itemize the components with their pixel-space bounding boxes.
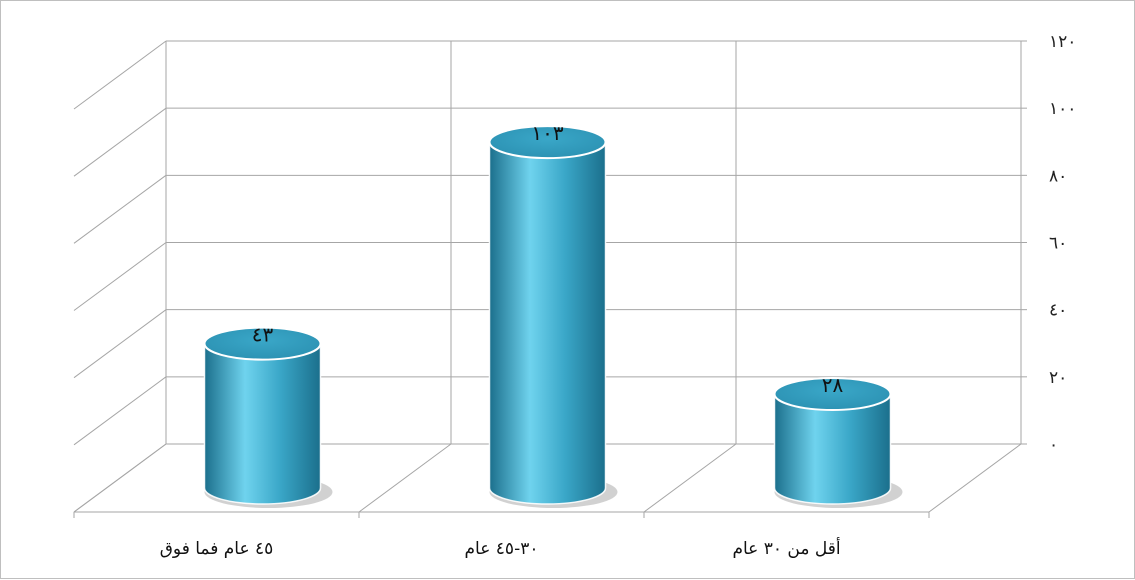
bar-cylinder: ٢٨ bbox=[773, 373, 903, 508]
gridline-side bbox=[73, 40, 167, 110]
gridline-side bbox=[73, 309, 167, 379]
x-axis-labels: ٤٥ عام فما فوق ٣٠-٤٥ عام أقل من ٣٠ عام bbox=[160, 537, 841, 559]
floor-divider bbox=[358, 443, 452, 513]
gridline-side bbox=[73, 174, 167, 244]
bar-body bbox=[489, 142, 606, 504]
bar-cylinder: ١٠٣ bbox=[488, 121, 618, 508]
bar-body bbox=[774, 393, 891, 504]
gridline-side bbox=[73, 242, 167, 311]
gridline-side bbox=[73, 376, 167, 446]
bar-outline bbox=[488, 142, 607, 505]
floor-divider bbox=[928, 443, 1022, 513]
data-label: ٢٨ bbox=[822, 373, 844, 397]
gridline-side bbox=[73, 107, 167, 177]
y-axis-ticks: ٠ ٢٠ ٤٠ ٦٠ ٨٠ ١٠٠ ١٢٠ bbox=[1021, 32, 1076, 455]
category-label: ٤٥ عام فما فوق bbox=[160, 539, 274, 559]
y-tick-label: ٨٠ bbox=[1049, 166, 1067, 186]
y-tick-label: ٤٠ bbox=[1049, 301, 1067, 321]
data-label: ١٠٣ bbox=[531, 121, 563, 145]
category-label: أقل من ٣٠ عام bbox=[732, 537, 840, 559]
bar-body bbox=[204, 343, 321, 504]
floor-divider bbox=[643, 443, 737, 513]
y-tick-label: ٢٠ bbox=[1049, 368, 1067, 388]
category-label: ٣٠-٤٥ عام bbox=[465, 539, 539, 559]
bar-outline bbox=[203, 343, 322, 505]
y-tick-label: ١٢٠ bbox=[1049, 32, 1076, 52]
bars: ٤٣ ١٠٣ ٢٨ bbox=[203, 121, 903, 508]
y-tick-label: ٠ bbox=[1049, 435, 1058, 455]
y-tick-label: ١٠٠ bbox=[1049, 99, 1076, 119]
bar-outline bbox=[773, 393, 892, 505]
y-tick-label: ٦٠ bbox=[1049, 234, 1067, 254]
floor-divider bbox=[73, 443, 167, 513]
data-label: ٤٣ bbox=[252, 323, 274, 347]
bar-cylinder: ٤٣ bbox=[203, 323, 333, 508]
